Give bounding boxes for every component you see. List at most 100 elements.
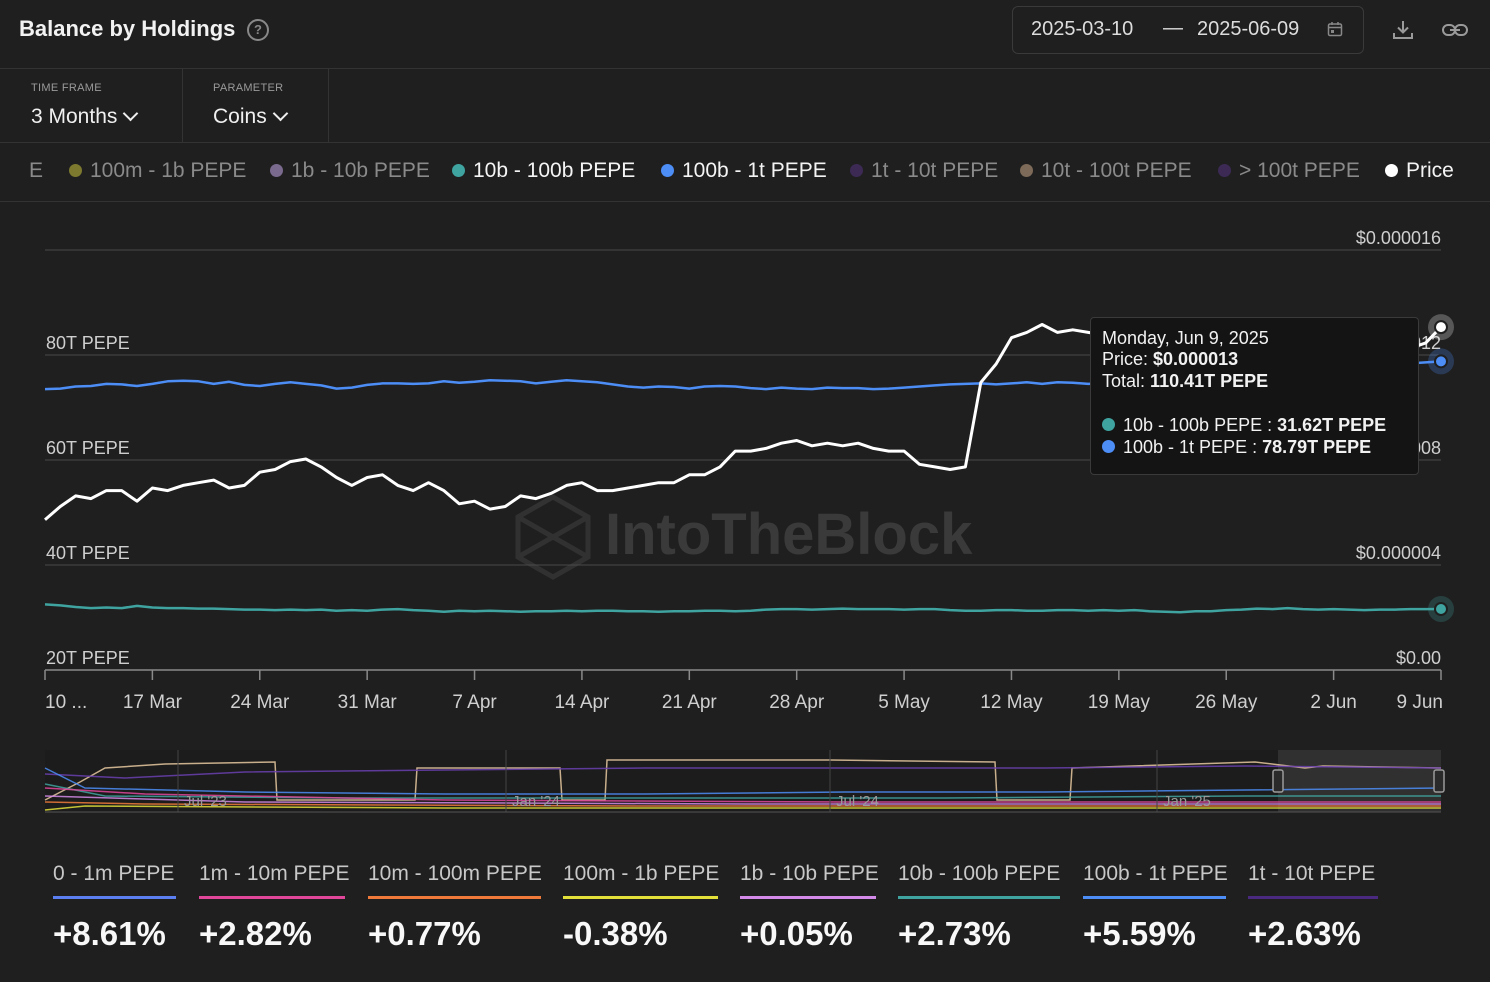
calendar-icon[interactable] bbox=[1327, 21, 1343, 37]
legend-item-prev[interactable]: E bbox=[29, 159, 43, 183]
x-axis-label: 26 May bbox=[1195, 692, 1258, 713]
legend-dot bbox=[69, 164, 82, 177]
y-axis-right-label: $0.000016 bbox=[1356, 228, 1441, 248]
navigator-handle[interactable] bbox=[1433, 769, 1445, 793]
stat-bar bbox=[199, 896, 345, 899]
stat-10m-100m: 10m - 100m PEPE +0.77% bbox=[368, 862, 542, 953]
x-axis-label: 21 Apr bbox=[662, 692, 718, 713]
stat-label: 10m - 100m PEPE bbox=[368, 862, 542, 885]
stat-value: +5.59% bbox=[1083, 915, 1196, 952]
download-icon[interactable] bbox=[1392, 19, 1414, 41]
link-icon[interactable] bbox=[1441, 19, 1469, 41]
stat-bar bbox=[53, 896, 176, 899]
chart-area[interactable]: IntoTheBlock 20T PEPE 40T PEPE 60T PEPE 80T… bbox=[0, 202, 1490, 842]
x-axis-label: 24 Mar bbox=[230, 692, 290, 713]
tooltip-row: 10b - 100b PEPE : 31.62T PEPE bbox=[1102, 415, 1386, 436]
watermark: IntoTheBlock bbox=[515, 494, 973, 580]
stat-bar bbox=[1083, 896, 1226, 899]
legend-label: 100m - 1b PEPE bbox=[90, 159, 247, 182]
date-end[interactable]: 2025-06-09 bbox=[1197, 18, 1300, 40]
navigator-handle[interactable] bbox=[1272, 769, 1284, 793]
stat-1b-10b: 1b - 10b PEPE +0.05% bbox=[740, 862, 879, 953]
date-start[interactable]: 2025-03-10 bbox=[1031, 18, 1134, 40]
timeframe-value[interactable]: 3 Months bbox=[31, 105, 139, 129]
stat-bar bbox=[563, 896, 718, 899]
legend-label: Price bbox=[1406, 159, 1454, 182]
tooltip-total-value: 110.41T PEPE bbox=[1150, 371, 1269, 391]
stat-bar bbox=[740, 896, 876, 899]
stat-10b-100b: 10b - 100b PEPE +2.73% bbox=[898, 862, 1060, 953]
stat-value: +0.77% bbox=[368, 915, 481, 952]
legend-label: 10t - 100t PEPE bbox=[1041, 159, 1192, 182]
legend-item-100b-1t[interactable]: 100b - 1t PEPE bbox=[661, 159, 827, 183]
legend-item-10b-100b[interactable]: 10b - 100b PEPE bbox=[452, 159, 635, 183]
x-axis-label: 7 Apr bbox=[452, 692, 497, 713]
legend-dot bbox=[1385, 164, 1398, 177]
navigator-series-line bbox=[44, 805, 1441, 811]
chart-tooltip: Monday, Jun 9, 2025 Price: $0.000013 Tot… bbox=[1090, 317, 1419, 475]
navigator-label: Jan '24 bbox=[512, 793, 560, 810]
legend-label: 1t - 10t PEPE bbox=[871, 159, 999, 182]
hover-marker bbox=[1434, 354, 1448, 369]
hover-marker bbox=[1434, 601, 1448, 616]
stat-label: 1t - 10t PEPE bbox=[1248, 862, 1376, 885]
navigator-series-line bbox=[44, 767, 1442, 795]
y-axis-left-label: 40T PEPE bbox=[46, 543, 130, 563]
stat-value: +2.63% bbox=[1248, 915, 1361, 952]
help-icon[interactable]: ? bbox=[247, 19, 269, 41]
parameter-label: PARAMETER bbox=[213, 82, 284, 94]
watermark-text: IntoTheBlock bbox=[605, 502, 973, 567]
navigator-series-line bbox=[44, 801, 1441, 807]
tooltip-date: Monday, Jun 9, 2025 bbox=[1102, 328, 1269, 348]
timeframe-selector[interactable]: TIME FRAME 3 Months bbox=[0, 69, 183, 142]
stat-bar bbox=[898, 896, 1060, 899]
parameter-selector[interactable]: PARAMETER Coins bbox=[182, 69, 329, 142]
legend-item-1t-10t[interactable]: 1t - 10t PEPE bbox=[850, 159, 998, 183]
stat-label: 100b - 1t PEPE bbox=[1083, 862, 1228, 885]
legend-item-1b-10b[interactable]: 1b - 10b PEPE bbox=[270, 159, 430, 183]
stats-row: 0 - 1m PEPE +8.61% 1m - 10m PEPE +2.82% … bbox=[0, 850, 1490, 982]
stat-value: +2.82% bbox=[199, 915, 312, 952]
header-bar: Balance by Holdings ? 2025-03-10 — 2025-… bbox=[0, 0, 1490, 69]
navigator-series-line bbox=[44, 783, 1441, 799]
legend-dot bbox=[661, 164, 674, 177]
hover-marker bbox=[1434, 320, 1448, 335]
tooltip-price-value: $0.000013 bbox=[1153, 349, 1239, 369]
tooltip-row-value: 31.62T PEPE bbox=[1277, 415, 1387, 435]
parameter-value[interactable]: Coins bbox=[213, 105, 288, 129]
navigator-series-line bbox=[44, 765, 1442, 779]
legend-dot bbox=[850, 164, 863, 177]
stat-bar bbox=[368, 896, 541, 899]
stat-100b-1t: 100b - 1t PEPE +5.59% bbox=[1083, 862, 1228, 953]
legend-item-100m-1b[interactable]: 100m - 1b PEPE bbox=[69, 159, 246, 183]
main-chart-svg[interactable]: IntoTheBlock 20T PEPE 40T PEPE 60T PEPE 80T… bbox=[0, 202, 1490, 842]
legend-dot bbox=[1218, 164, 1231, 177]
x-axis-label: 28 Apr bbox=[769, 692, 825, 713]
stat-label: 10b - 100b PEPE bbox=[898, 862, 1061, 885]
y-axis-left-label: 60T PEPE bbox=[46, 438, 130, 458]
x-axis-label: 12 May bbox=[980, 692, 1043, 713]
legend-dot bbox=[1020, 164, 1033, 177]
legend-label: E bbox=[29, 159, 44, 182]
legend-item-10t-100t[interactable]: 10t - 100t PEPE bbox=[1020, 159, 1192, 183]
stat-label: 1m - 10m PEPE bbox=[199, 862, 350, 885]
y-axis-right-label: $0.000004 bbox=[1356, 543, 1441, 563]
stat-label: 1b - 10b PEPE bbox=[740, 862, 879, 885]
series-line-10b-100b-pepe bbox=[44, 603, 1442, 614]
date-range-picker[interactable]: 2025-03-10 — 2025-06-09 bbox=[1012, 6, 1364, 54]
timeframe-label: TIME FRAME bbox=[31, 82, 102, 94]
x-axis-label: 31 Mar bbox=[338, 692, 398, 713]
chevron-down-icon bbox=[123, 105, 139, 122]
legend-item-100t-plus[interactable]: > 100t PEPE bbox=[1218, 159, 1360, 183]
navigator-label: Jul '23 bbox=[184, 793, 227, 810]
x-axis-label: 14 Apr bbox=[554, 692, 610, 713]
x-axis-label: 17 Mar bbox=[123, 692, 183, 713]
legend-item-price[interactable]: Price bbox=[1385, 159, 1454, 183]
legend-label: 1b - 10b PEPE bbox=[291, 159, 430, 182]
x-axis-label: 2 Jun bbox=[1310, 692, 1356, 713]
legend-label: 100b - 1t PEPE bbox=[682, 159, 827, 182]
stat-label: 0 - 1m PEPE bbox=[53, 862, 175, 885]
stat-1m-10m: 1m - 10m PEPE +2.82% bbox=[199, 862, 350, 953]
chevron-down-icon bbox=[272, 105, 288, 122]
navigator-label: Jan '25 bbox=[1163, 793, 1211, 810]
